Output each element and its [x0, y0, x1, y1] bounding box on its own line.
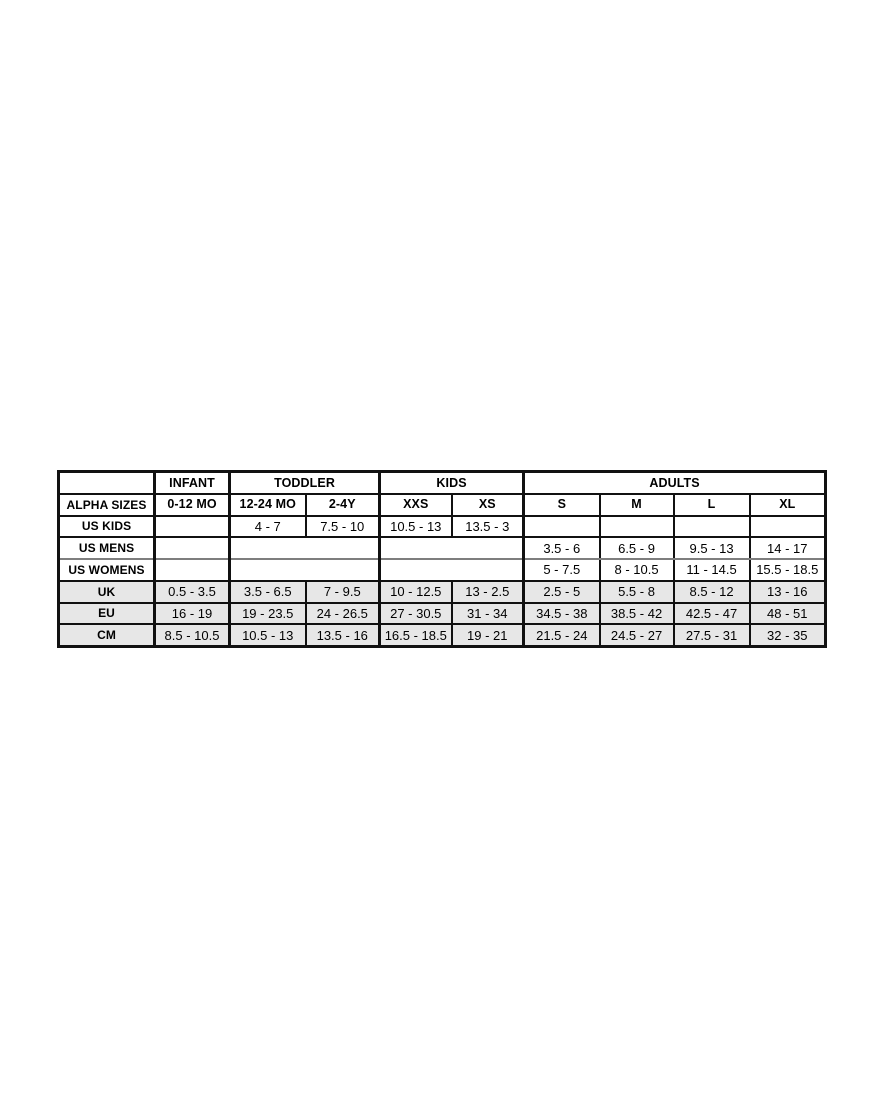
- alpha-sizes-row: ALPHA SIZES 0-12 MO 12-24 MO 2-4Y XXS XS…: [57, 492, 827, 517]
- us-mens-row: US MENS 3.5 - 6 6.5 - 9 9.5 - 13 14 - 17: [57, 536, 827, 560]
- us-kids-infant-empty: [153, 514, 231, 539]
- uk-toddler-1: 3.5 - 6.5: [228, 579, 307, 604]
- us-mens-m: 6.5 - 9: [598, 536, 675, 560]
- us-mens-s: 3.5 - 6: [522, 536, 601, 560]
- size-chart-table: INFANT TODDLER KIDS ADULTS ALPHA SIZES 0…: [57, 470, 828, 648]
- us-mens-toddler-empty: [227, 536, 381, 560]
- us-kids-kids-1: 10.5 - 13: [378, 514, 453, 539]
- row-label-uk: UK: [57, 579, 156, 604]
- us-kids-kids-2: 13.5 - 3: [450, 514, 525, 539]
- corner-cell: [57, 470, 156, 495]
- alpha-toddler-1: 12-24 MO: [228, 492, 307, 517]
- size-chart-container: INFANT TODDLER KIDS ADULTS ALPHA SIZES 0…: [57, 470, 828, 648]
- alpha-adults-m: M: [598, 492, 675, 517]
- cm-adults-l: 27.5 - 31: [672, 623, 751, 648]
- alpha-adults-xl: XL: [748, 492, 827, 517]
- cm-toddler-1: 10.5 - 13: [228, 623, 307, 648]
- uk-kids-2: 13 - 2.5: [450, 579, 525, 604]
- alpha-toddler-2: 2-4Y: [304, 492, 381, 517]
- us-mens-kids-empty: [378, 536, 525, 560]
- us-mens-xl: 14 - 17: [748, 536, 827, 560]
- us-kids-row: US KIDS 4 - 7 7.5 - 10 10.5 - 13 13.5 - …: [57, 514, 827, 539]
- us-womens-toddler-empty: [227, 558, 381, 582]
- group-header-infant: INFANT: [153, 470, 231, 495]
- alpha-adults-l: L: [672, 492, 751, 517]
- group-header-row: INFANT TODDLER KIDS ADULTS: [57, 470, 827, 495]
- uk-adults-s: 2.5 - 5: [522, 579, 601, 604]
- us-mens-infant-empty: [153, 536, 231, 560]
- uk-kids-1: 10 - 12.5: [378, 579, 453, 604]
- row-label-us-womens: US WOMENS: [57, 558, 156, 582]
- row-label-alpha-sizes: ALPHA SIZES: [57, 492, 156, 517]
- cm-row: CM 8.5 - 10.5 10.5 - 13 13.5 - 16 16.5 -…: [57, 623, 827, 648]
- eu-kids-2: 31 - 34: [450, 601, 525, 626]
- alpha-kids-1: XXS: [378, 492, 453, 517]
- us-kids-adults-s-empty: [522, 514, 601, 539]
- eu-adults-m: 38.5 - 42: [598, 601, 675, 626]
- group-header-toddler: TODDLER: [227, 470, 381, 495]
- cm-kids-1: 16.5 - 18.5: [378, 623, 453, 648]
- us-womens-infant-empty: [153, 558, 231, 582]
- row-label-us-kids: US KIDS: [57, 514, 156, 539]
- us-mens-l: 9.5 - 13: [672, 536, 751, 560]
- cm-kids-2: 19 - 21: [450, 623, 525, 648]
- row-label-cm: CM: [57, 623, 156, 648]
- us-womens-m: 8 - 10.5: [598, 558, 675, 582]
- us-kids-adults-l-empty: [672, 514, 751, 539]
- alpha-adults-s: S: [522, 492, 601, 517]
- uk-adults-l: 8.5 - 12: [672, 579, 751, 604]
- row-label-eu: EU: [57, 601, 156, 626]
- row-label-us-mens: US MENS: [57, 536, 156, 560]
- us-womens-s: 5 - 7.5: [522, 558, 601, 582]
- cm-toddler-2: 13.5 - 16: [304, 623, 381, 648]
- uk-toddler-2: 7 - 9.5: [304, 579, 381, 604]
- us-womens-kids-empty: [378, 558, 525, 582]
- eu-infant: 16 - 19: [153, 601, 231, 626]
- us-kids-toddler-1: 4 - 7: [228, 514, 307, 539]
- eu-toddler-2: 24 - 26.5: [304, 601, 381, 626]
- group-header-kids: KIDS: [378, 470, 525, 495]
- us-kids-adults-xl-empty: [748, 514, 827, 539]
- us-kids-adults-m-empty: [598, 514, 675, 539]
- cm-adults-m: 24.5 - 27: [598, 623, 675, 648]
- eu-adults-xl: 48 - 51: [748, 601, 827, 626]
- us-kids-toddler-2: 7.5 - 10: [304, 514, 381, 539]
- uk-infant: 0.5 - 3.5: [153, 579, 231, 604]
- alpha-kids-2: XS: [450, 492, 525, 517]
- cm-adults-s: 21.5 - 24: [522, 623, 601, 648]
- cm-infant: 8.5 - 10.5: [153, 623, 231, 648]
- us-womens-xl: 15.5 - 18.5: [748, 558, 827, 582]
- group-header-adults: ADULTS: [522, 470, 827, 495]
- eu-row: EU 16 - 19 19 - 23.5 24 - 26.5 27 - 30.5…: [57, 601, 827, 626]
- uk-adults-xl: 13 - 16: [748, 579, 827, 604]
- eu-toddler-1: 19 - 23.5: [228, 601, 307, 626]
- uk-row: UK 0.5 - 3.5 3.5 - 6.5 7 - 9.5 10 - 12.5…: [57, 579, 827, 604]
- eu-adults-l: 42.5 - 47: [672, 601, 751, 626]
- uk-adults-m: 5.5 - 8: [598, 579, 675, 604]
- eu-adults-s: 34.5 - 38: [522, 601, 601, 626]
- us-womens-l: 11 - 14.5: [672, 558, 751, 582]
- us-womens-row: US WOMENS 5 - 7.5 8 - 10.5 11 - 14.5 15.…: [57, 558, 827, 582]
- cm-adults-xl: 32 - 35: [748, 623, 827, 648]
- alpha-infant: 0-12 MO: [153, 492, 231, 517]
- eu-kids-1: 27 - 30.5: [378, 601, 453, 626]
